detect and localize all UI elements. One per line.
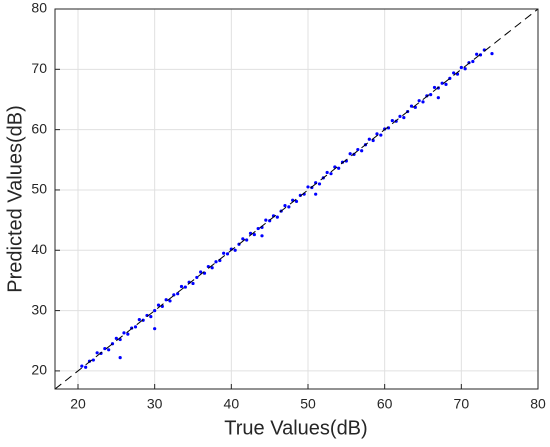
point <box>409 104 414 108</box>
point <box>122 331 126 335</box>
point <box>459 65 463 70</box>
point <box>252 232 256 237</box>
point <box>195 275 199 280</box>
y-tick-label: 30 <box>31 301 47 317</box>
point <box>225 252 230 256</box>
point <box>436 96 440 100</box>
point <box>153 327 157 331</box>
point <box>103 346 107 351</box>
point <box>432 85 437 90</box>
point <box>118 356 122 360</box>
point <box>429 93 433 97</box>
x-tick-label: 50 <box>300 396 316 412</box>
x-tick-label: 60 <box>377 396 393 412</box>
point <box>314 192 318 196</box>
y-tick-label: 60 <box>31 120 47 136</box>
y-tick-label: 80 <box>31 0 47 16</box>
point <box>126 332 130 336</box>
point <box>84 365 88 369</box>
point <box>114 336 118 340</box>
point <box>168 299 172 303</box>
x-tick-label: 20 <box>70 396 86 412</box>
point <box>367 137 371 141</box>
point <box>153 308 157 313</box>
point <box>183 285 187 289</box>
point <box>356 147 360 152</box>
point <box>95 351 99 355</box>
point <box>191 281 195 286</box>
point <box>179 284 184 289</box>
point <box>306 185 310 189</box>
point <box>398 114 402 118</box>
point <box>463 67 467 71</box>
point <box>176 292 180 296</box>
point <box>241 237 245 241</box>
point <box>360 149 364 153</box>
point <box>379 133 383 137</box>
point <box>222 251 226 255</box>
point <box>133 325 138 329</box>
point <box>164 298 168 302</box>
point <box>444 82 448 86</box>
point <box>149 315 153 319</box>
point <box>452 71 456 75</box>
point <box>283 204 287 208</box>
point <box>245 238 249 242</box>
point <box>402 115 406 120</box>
point <box>471 59 475 64</box>
point <box>210 266 214 270</box>
plot-border <box>54 8 539 390</box>
point <box>337 166 341 170</box>
point <box>233 248 237 252</box>
x-axis-label: True Values(dB) <box>224 417 367 439</box>
point <box>80 364 84 368</box>
point <box>294 199 299 204</box>
point <box>478 53 483 57</box>
y-axis-label: Predicted Values(dB) <box>4 105 26 293</box>
reference-line <box>54 8 539 390</box>
point <box>417 99 421 103</box>
point <box>348 152 352 156</box>
point <box>329 172 333 176</box>
point <box>287 205 291 209</box>
x-tick-label: 80 <box>530 396 546 412</box>
point <box>375 132 379 136</box>
point <box>440 81 444 85</box>
point <box>91 358 95 362</box>
point <box>390 118 394 123</box>
point <box>275 215 279 219</box>
y-tick-label: 70 <box>31 60 47 76</box>
point <box>264 218 268 222</box>
y-tick-label: 20 <box>31 362 47 378</box>
point <box>137 318 141 322</box>
point <box>260 234 264 238</box>
x-tick-label: 70 <box>454 396 470 412</box>
point <box>107 348 111 352</box>
point <box>199 270 203 274</box>
point <box>214 260 218 264</box>
point <box>490 52 494 56</box>
point <box>156 303 161 307</box>
point <box>325 170 329 175</box>
point <box>256 226 260 231</box>
point <box>475 52 479 56</box>
point <box>317 182 322 186</box>
point <box>421 100 425 104</box>
y-tick-label: 50 <box>31 181 47 197</box>
y-tick-label: 40 <box>31 241 47 257</box>
x-tick-label: 30 <box>147 396 163 412</box>
x-tick-label: 40 <box>224 396 240 412</box>
